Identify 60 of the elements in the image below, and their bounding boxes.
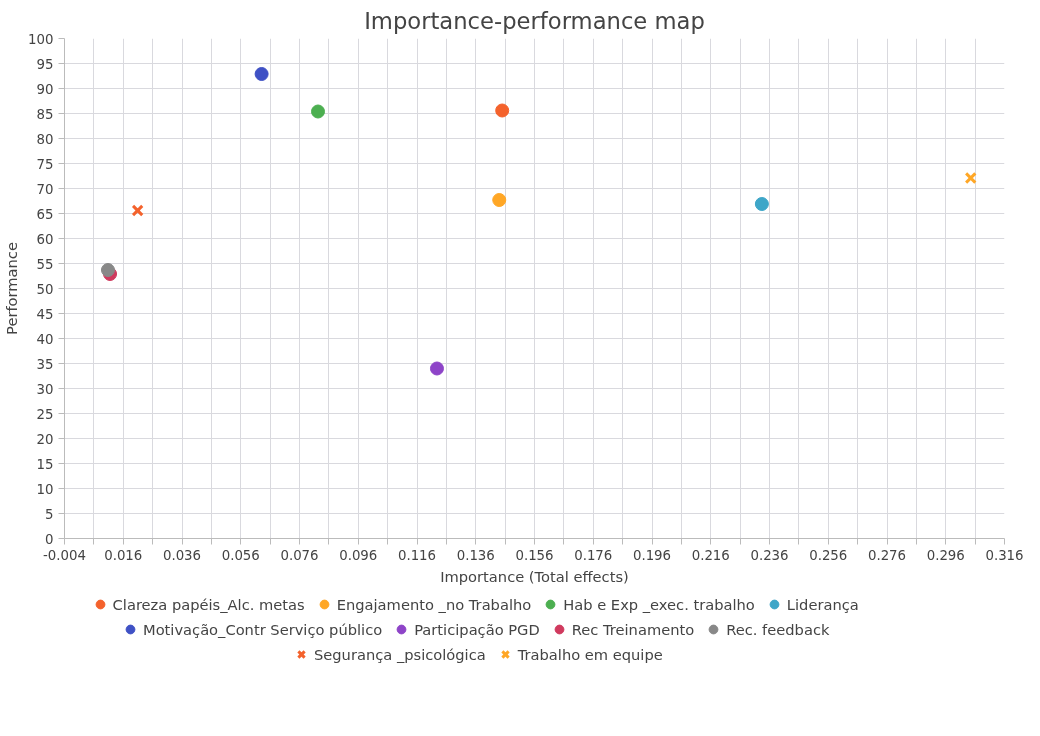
y-tick-label: 10	[36, 481, 54, 497]
y-tick-label: 25	[36, 406, 54, 422]
point	[754, 197, 769, 211]
point	[311, 104, 326, 119]
legend-label: Rec Treinamento	[571, 620, 695, 638]
x-tick-label: 0.276	[867, 547, 907, 563]
x-tick-label: 0.116	[397, 547, 437, 563]
point	[492, 193, 507, 207]
x-tick-label: -0.004	[43, 547, 86, 563]
y-tick-label: 60	[36, 231, 54, 247]
x-tick-label: 0.196	[632, 547, 672, 563]
legend-label: Rec. feedback	[726, 620, 830, 638]
point	[964, 171, 977, 185]
x-tick-label: 0.076	[280, 547, 319, 563]
y-tick-label: 0	[45, 531, 54, 547]
y-tick-label: 20	[36, 431, 54, 447]
x-tick-label: 0.156	[515, 547, 554, 563]
point	[495, 103, 510, 118]
y-tick-label: 50	[36, 281, 54, 297]
x-tick-label: 0.216	[691, 547, 730, 563]
y-tick-label: 40	[36, 331, 54, 347]
x-axis-title: Importance (Total effects)	[440, 567, 629, 585]
y-tick-label: 85	[36, 106, 54, 122]
x-tick-label: 0.036	[162, 547, 202, 563]
legend-label: Segurança _psicológica	[314, 645, 486, 663]
point	[254, 67, 269, 81]
x-tick-label: 0.296	[926, 547, 965, 563]
y-tick-label: 80	[36, 131, 54, 147]
x-tick-label: 0.236	[750, 547, 789, 563]
legend-label: Trabalho em equipe	[517, 645, 663, 663]
y-tick-label: 30	[36, 381, 54, 397]
point	[131, 204, 144, 217]
legend-label: Participação PGD	[414, 620, 540, 638]
legend-label: Clareza papéis_Alc. metas	[112, 595, 305, 613]
y-tick-label: 35	[36, 356, 54, 372]
y-tick-label: 45	[36, 306, 54, 322]
legend-label: Liderança	[786, 595, 859, 613]
y-tick-label: 100	[28, 31, 54, 47]
chart-title: Importance-performance map	[364, 7, 705, 34]
point	[429, 361, 444, 376]
point	[100, 263, 115, 277]
y-tick-label: 95	[36, 56, 54, 72]
x-tick-label: 0.316	[985, 547, 1024, 563]
y-tick-label: 65	[36, 206, 54, 222]
x-tick-label: 0.136	[456, 547, 495, 563]
x-tick-label: 0.016	[104, 547, 143, 563]
y-tick-label: 15	[36, 456, 54, 472]
x-tick-label: 0.176	[574, 547, 613, 563]
legend-label: Engajamento _no Trabalho	[336, 595, 532, 613]
y-axis-title: Performance	[3, 242, 21, 335]
legend-label: Motivação_Contr Serviço público	[143, 620, 383, 638]
x-tick-label: 0.256	[809, 547, 848, 563]
y-tick-label: 55	[36, 256, 54, 272]
legend-label: Hab e Exp _exec. trabalho	[563, 595, 755, 613]
x-tick-label: 0.056	[221, 547, 260, 563]
y-tick-label: 5	[45, 506, 54, 522]
x-tick-label: 0.096	[339, 547, 378, 563]
y-tick-label: 90	[36, 81, 54, 97]
y-tick-label: 70	[36, 181, 54, 197]
y-tick-label: 75	[36, 156, 54, 172]
